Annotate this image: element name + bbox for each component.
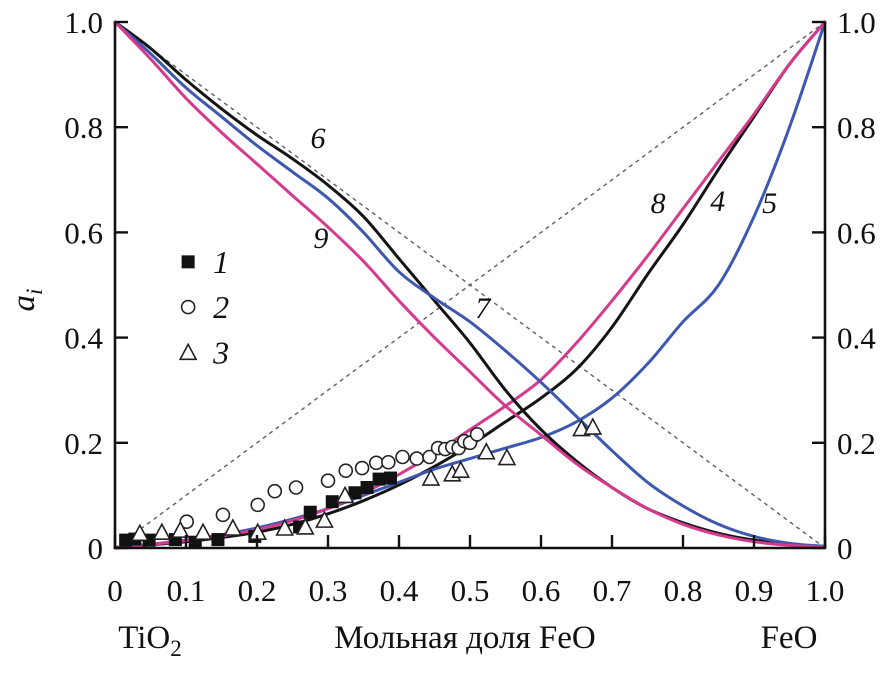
open-triangle-point (583, 417, 603, 435)
x-tick-label: 1.0 (806, 573, 845, 608)
curve-7 (113, 20, 827, 548)
x-tick-label: 0.7 (593, 573, 632, 608)
open-triangle-point (295, 517, 315, 535)
x-tick-label: 0 (107, 573, 123, 608)
x-tick-label: 0.5 (451, 573, 490, 608)
open-triangle-point (193, 522, 213, 541)
x-tick-label: 0.3 (309, 573, 348, 608)
open-circle-point (422, 449, 437, 465)
filled-square-point (348, 486, 362, 500)
ideal-ascending (114, 21, 826, 549)
curve-number-labels: 4 5 8 6 7 9 (311, 122, 778, 325)
filled-square-legend-marker (181, 255, 195, 269)
filled-square-point (360, 481, 374, 495)
open-triangle-point (223, 518, 243, 536)
legend-item-label: 3 (212, 334, 229, 370)
x-tick-label: 0.6 (522, 573, 561, 608)
open-circle-point (215, 507, 231, 523)
y-tick-label-left: 1.0 (64, 5, 103, 40)
open-triangle-point (170, 520, 190, 538)
y-tick-label-right: 0.4 (837, 321, 876, 356)
open-triangle-point (421, 468, 441, 486)
x-tick-label: 0.9 (735, 573, 774, 608)
filled-square-point (372, 472, 386, 486)
curve-6 (113, 20, 827, 548)
filled-square-point (211, 533, 225, 547)
open-circle-legend-marker (180, 299, 196, 315)
legend: 1 2 3 (178, 244, 229, 370)
y-tick-label-left: 0.4 (64, 321, 103, 356)
curve-label-7: 7 (475, 292, 492, 325)
y-tick-label-right: 1.0 (837, 5, 876, 40)
legend-item-3: 3 (178, 334, 229, 370)
open-circle-point (354, 460, 370, 476)
open-triangle-point (497, 447, 517, 466)
y-axis-title: ai (6, 289, 47, 312)
open-circle-point (368, 455, 384, 471)
y-tick-label-right: 0.2 (837, 426, 876, 461)
legend-item-label: 1 (213, 244, 229, 280)
y-tick-label-left: 0.6 (64, 215, 103, 250)
open-circle-point (320, 473, 336, 488)
x-axis-endpoint-left-label: TiO2 (118, 620, 182, 661)
y-tick-label-right: 0.8 (837, 110, 876, 145)
open-circle-point (381, 454, 396, 470)
open-circle-point (409, 451, 425, 466)
x-axis-title: Мольная доля FeO (334, 620, 595, 656)
x-tick-label: 0.8 (664, 573, 703, 608)
x-tick-label: 0.4 (380, 573, 419, 608)
axes (113, 20, 827, 550)
curve-label-9: 9 (313, 222, 328, 255)
ideal-diagonal-lines (114, 21, 826, 549)
curve-label-4: 4 (710, 185, 725, 218)
open-triangle-point (335, 485, 355, 504)
y-tick-label-left: 0 (88, 531, 104, 566)
scatter-series-2 (179, 427, 485, 530)
legend-item-1: 1 (181, 244, 229, 280)
y-tick-label-left: 0.8 (64, 110, 103, 145)
scatter-series-3 (130, 417, 603, 542)
y-tick-label-left: 0.2 (64, 426, 103, 461)
open-triangle-point (451, 460, 471, 478)
open-circle-point (288, 480, 304, 495)
open-triangle-legend-marker (178, 342, 198, 361)
curve-label-6: 6 (311, 122, 326, 155)
x-tick-label: 0.2 (238, 573, 277, 608)
open-triangle-point (315, 510, 334, 528)
legend-item-2: 2 (180, 289, 229, 325)
open-circle-point (395, 449, 410, 465)
filled-square-point (303, 505, 317, 519)
x-axis-endpoint-right-label: FeO (761, 620, 818, 656)
open-triangle-point (152, 522, 172, 541)
x-tick-label: 0.1 (167, 573, 206, 608)
legend-item-label: 2 (213, 289, 229, 325)
filled-square-point (325, 495, 339, 509)
curve-9 (113, 20, 827, 549)
open-triangle-point (130, 523, 150, 542)
open-triangle-point (275, 518, 295, 536)
open-circle-point (338, 463, 354, 478)
y-tick-label-right: 0.6 (837, 215, 876, 250)
open-circle-point (469, 427, 485, 442)
open-circle-point (267, 483, 283, 499)
experimental-points (119, 417, 603, 549)
curve-label-5: 5 (762, 187, 777, 220)
filled-square-point (383, 471, 397, 485)
open-circle-point (250, 497, 266, 513)
tick-labels: 0 0.1 0.2 0.3 0.4 0.5 0.6 0.7 0.8 0.9 1.00 00.2 0.20… (64, 5, 876, 608)
curve-label-8: 8 (651, 187, 666, 220)
y-tick-label-right: 0 (837, 531, 853, 566)
open-triangle-point (476, 442, 496, 460)
